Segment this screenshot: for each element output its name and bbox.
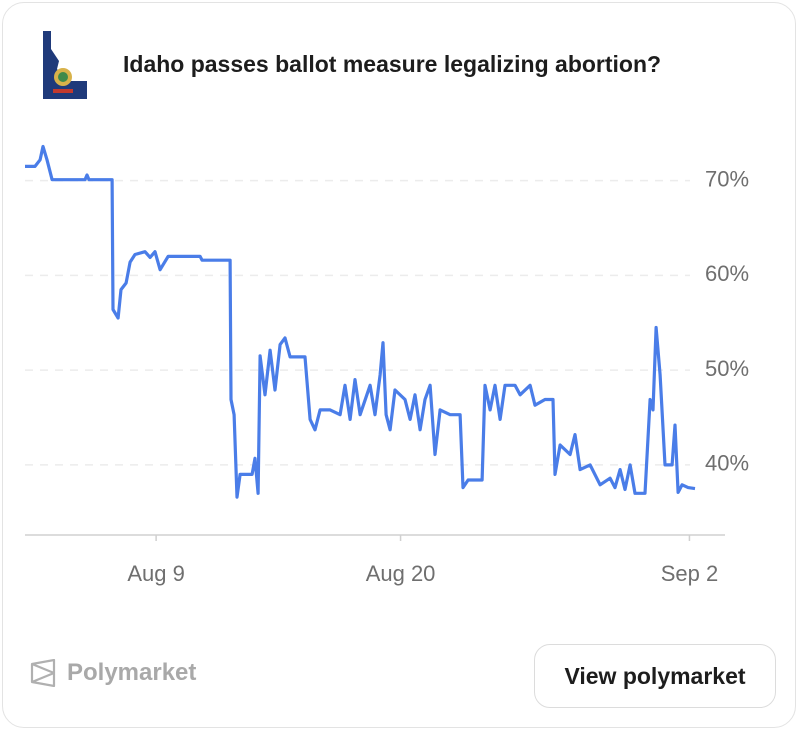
title: Idaho passes ballot measure legalizing a…	[123, 51, 662, 77]
series-line	[25, 144, 696, 499]
flag-icon	[43, 31, 87, 99]
y-tick-label: 70%	[705, 166, 749, 191]
view-button[interactable]: View polymarket	[534, 644, 776, 708]
x-tick-label: Sep 2	[661, 561, 719, 586]
y-tick-label: 50%	[705, 356, 749, 381]
x-tick-label: Aug 20	[366, 561, 436, 586]
chart: 40% 50% 60% 70% Aug 9 Aug 20 Sep 2	[25, 144, 749, 586]
card: Idaho passes ballot measure legalizing a…	[2, 2, 796, 728]
brand-name: Polymarket	[67, 659, 197, 686]
brand-logo	[30, 659, 56, 687]
y-tick-label: 40%	[705, 451, 749, 476]
brand: Polymarket	[29, 659, 196, 687]
x-tick-label: Aug 9	[127, 561, 185, 586]
y-tick-label: 60%	[705, 261, 749, 286]
